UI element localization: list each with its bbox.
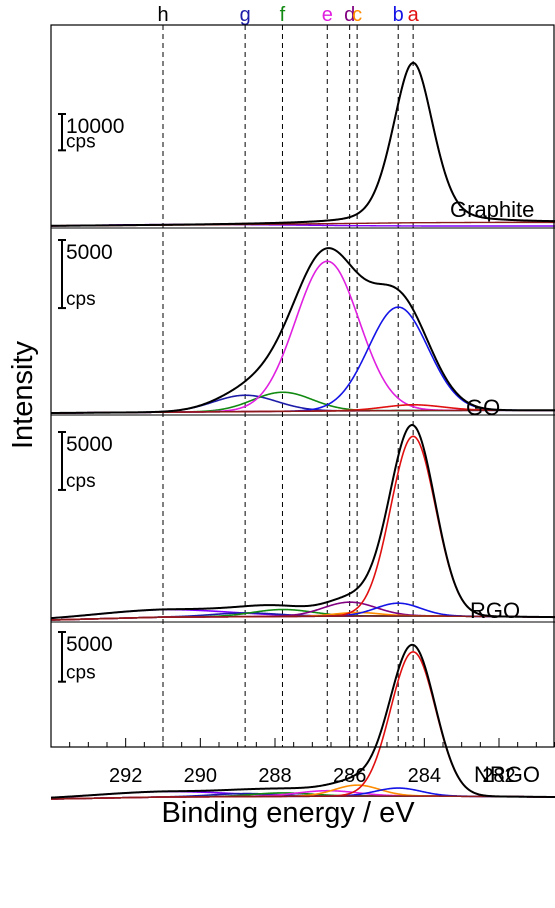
plot-frame bbox=[50, 24, 555, 748]
component-e-go bbox=[50, 260, 555, 414]
x-tick-label-290: 290 bbox=[184, 765, 217, 787]
reference-label-d: d bbox=[344, 4, 355, 26]
reference-label-h: h bbox=[157, 4, 168, 26]
panel-label-graphite: Graphite bbox=[450, 197, 534, 222]
scale-value-label: 5000 bbox=[66, 433, 113, 456]
scale-unit-label: cps bbox=[66, 663, 96, 684]
scale-unit-label: cps bbox=[66, 471, 96, 492]
y-axis-label: Intensity bbox=[7, 341, 39, 449]
scale-value-label: 5000 bbox=[66, 241, 113, 264]
scale-bar-go: 5000 cps bbox=[58, 239, 113, 310]
panel-rgo: RGO 5000 cps bbox=[50, 424, 555, 623]
panel-go: GO 5000 cps bbox=[50, 239, 555, 420]
envelope-nrgo bbox=[50, 643, 555, 799]
x-tick-label-292: 292 bbox=[109, 765, 142, 787]
x-tick-label-284: 284 bbox=[408, 765, 441, 787]
panel-label-nrgo: NRGO bbox=[474, 762, 540, 787]
envelope-graphite bbox=[51, 61, 555, 227]
panel-label-rgo: RGO bbox=[470, 598, 520, 623]
reference-labels: h g f e dc b a bbox=[157, 4, 419, 26]
reference-label-a: a bbox=[408, 4, 420, 26]
reference-label-f: f bbox=[280, 4, 286, 26]
x-axis-label: Binding energy / eV bbox=[161, 797, 415, 829]
reference-label-c: c bbox=[352, 4, 362, 26]
scale-bar-nrgo: 5000 cps bbox=[58, 631, 113, 684]
reference-label-b: b bbox=[393, 4, 404, 26]
reference-lines bbox=[162, 25, 414, 747]
envelope-go bbox=[50, 247, 555, 414]
scale-bar-rgo: 5000 cps bbox=[58, 431, 113, 492]
spectra-panels: Graphite10000cpsGO5000cpsRGO5000cpsNRGO5… bbox=[50, 61, 555, 800]
scale-value-label: 10000 bbox=[66, 115, 124, 138]
envelope-rgo bbox=[50, 424, 555, 620]
background-nrgo bbox=[50, 795, 555, 800]
reference-label-g: g bbox=[240, 4, 251, 26]
panel-label-go: GO bbox=[466, 395, 500, 420]
component-a-rgo bbox=[50, 435, 555, 621]
panel-nrgo: NRGO 5000 cps bbox=[50, 631, 555, 800]
scale-unit-label: cps bbox=[66, 131, 96, 152]
background-rgo bbox=[50, 615, 555, 621]
reference-label-e: e bbox=[322, 4, 333, 26]
x-axis: 292 290 288 286 284 282 bbox=[69, 738, 555, 787]
x-tick-label-286: 286 bbox=[333, 765, 366, 787]
scale-value-label: 5000 bbox=[66, 633, 113, 656]
x-tick-label-282: 282 bbox=[482, 765, 515, 787]
x-tick-label-288: 288 bbox=[258, 765, 291, 787]
scale-unit-label: cps bbox=[66, 289, 96, 310]
